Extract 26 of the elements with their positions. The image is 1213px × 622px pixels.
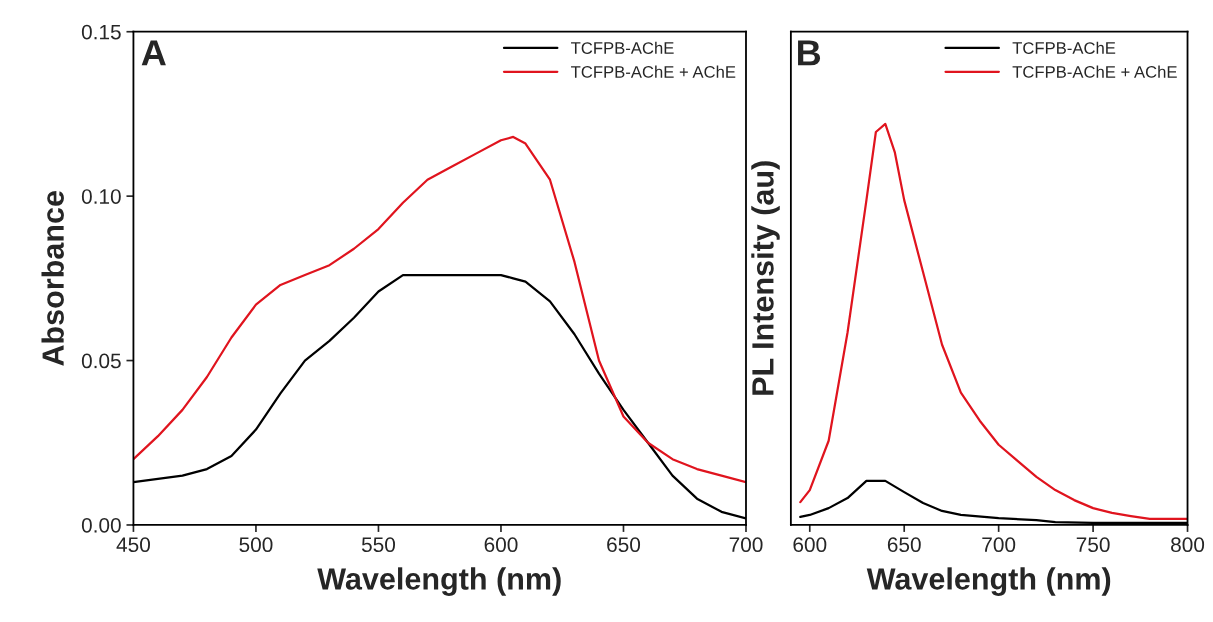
y-tick-label: 0.15 xyxy=(81,24,121,40)
x-tick-label: 650 xyxy=(887,537,921,553)
x-tick-label: 700 xyxy=(729,537,763,553)
annotation: A xyxy=(141,40,166,66)
x-tick-label: 800 xyxy=(1171,537,1205,553)
y-axis-title: PL Intensity (au) xyxy=(751,161,780,395)
legend-label: TCFPB-AChE + AChE xyxy=(1012,65,1177,78)
x-tick-label: 650 xyxy=(607,537,641,553)
x-axis-title: Wavelength (nm) xyxy=(317,567,561,596)
x-axis-title: Wavelength (nm) xyxy=(866,567,1111,596)
x-tick-label: 700 xyxy=(982,537,1016,553)
x-tick-label: 450 xyxy=(116,537,150,553)
legend-label: TCFPB-AChE xyxy=(1012,41,1116,54)
y-axis-title: Absorbance xyxy=(41,191,64,366)
text: B xyxy=(798,40,821,66)
legend-label: TCFPB-AChE xyxy=(571,41,674,54)
x-tick-label: 550 xyxy=(361,537,396,553)
x-tick-label: 600 xyxy=(793,537,827,553)
y-tick-label: 0.05 xyxy=(81,353,121,369)
y-tick-label: 0.10 xyxy=(81,189,121,204)
y-tick-label: 0.00 xyxy=(81,517,121,533)
x-tick-label: 500 xyxy=(239,537,273,553)
legend-label: TCFPB-AChE + AChE xyxy=(571,65,736,78)
x-tick-label: 750 xyxy=(1076,537,1110,553)
line-series xyxy=(133,135,746,484)
x-tick-label: 600 xyxy=(484,537,518,553)
